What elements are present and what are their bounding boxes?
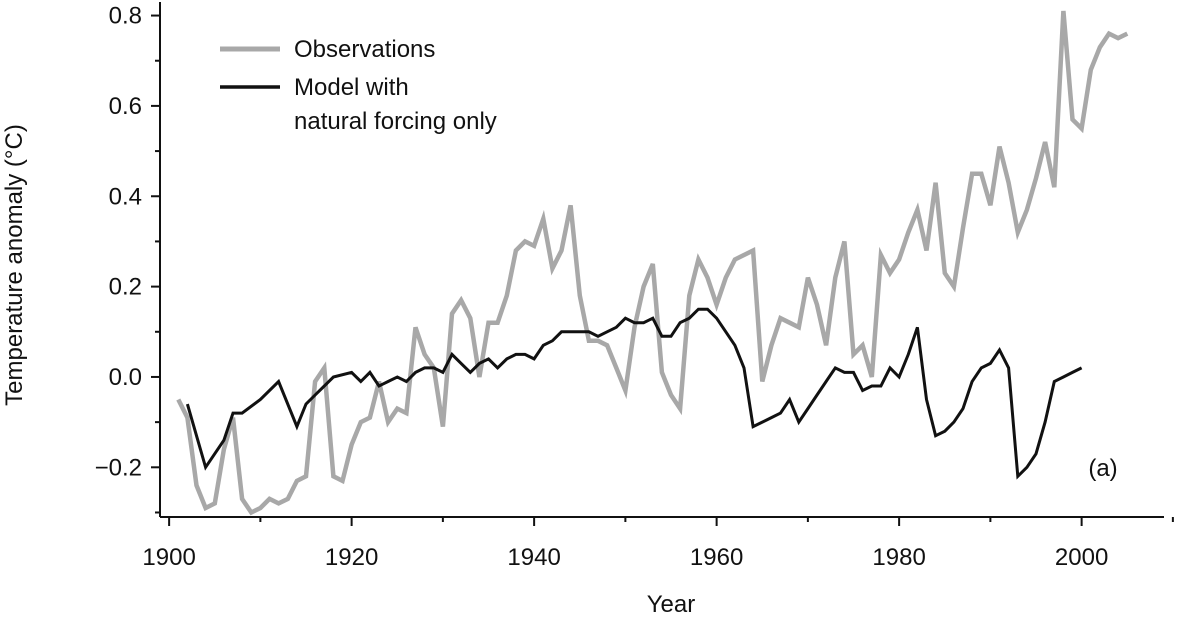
y-tick-label: 0.0 — [109, 364, 142, 391]
y-tick-label: 0.6 — [109, 93, 142, 120]
x-axis-title: Year — [647, 591, 696, 618]
axes: −0.2 0.0 0.2 0.4 0.6 0.8 1900 1920 1940 1960 1980 2… — [95, 2, 1174, 571]
legend-model-label: Model with — [294, 74, 409, 101]
legend: Observations Model with natural forcing on… — [220, 36, 497, 135]
legend-model-label: natural forcing only — [294, 108, 497, 135]
x-tick-label: 1900 — [142, 544, 195, 571]
legend-model: Model with natural forcing only — [220, 74, 497, 135]
x-tick-label: 1940 — [507, 544, 560, 571]
y-tick-label: 0.2 — [109, 274, 142, 301]
x-tick-label: 1960 — [690, 544, 743, 571]
legend-observations-label: Observations — [294, 36, 435, 63]
x-tick-label: 2000 — [1055, 544, 1108, 571]
series-model-line — [185, 307, 1083, 480]
series-layer — [176, 10, 1129, 516]
x-tick-label: 1980 — [872, 544, 925, 571]
y-tick-label: 0.8 — [109, 3, 142, 30]
legend-observations: Observations — [220, 36, 435, 63]
panel-label: (a) — [1088, 455, 1117, 482]
y-axis-title: Temperature anomaly (°C) — [1, 124, 28, 406]
y-tick-label: 0.4 — [109, 183, 142, 210]
y-tick-label: −0.2 — [95, 454, 142, 481]
series-observations-line — [176, 10, 1129, 516]
x-tick-label: 1920 — [325, 544, 378, 571]
